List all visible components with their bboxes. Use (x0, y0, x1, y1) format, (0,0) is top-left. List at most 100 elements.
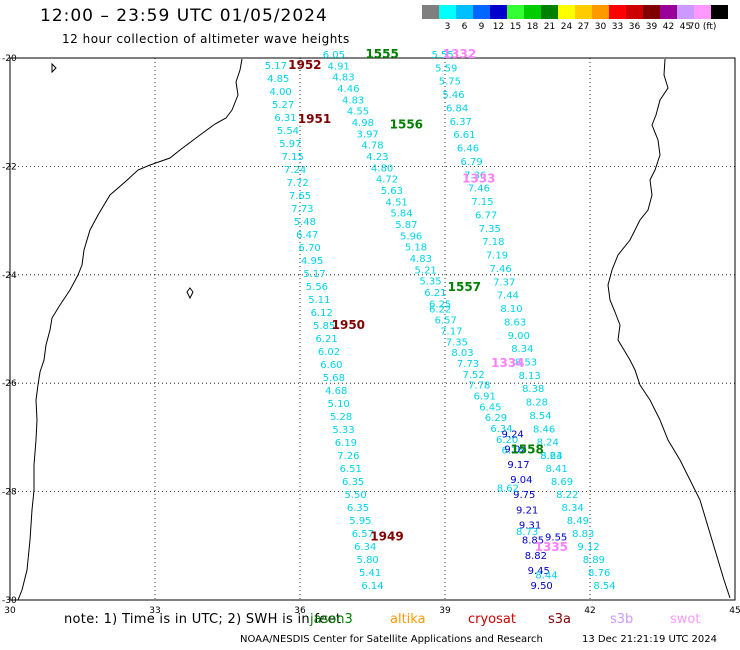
swh-value: 6.45 (479, 402, 501, 413)
swh-value: 6.34 (354, 542, 376, 553)
swh-value: 8.10 (500, 304, 522, 315)
swh-value: 7.26 (337, 451, 359, 462)
swh-value: 6.22 (429, 305, 451, 316)
swh-value: 9.45 (528, 566, 550, 577)
swh-value: 9.31 (519, 520, 541, 531)
color-bin-label: 36 (628, 22, 641, 32)
lon-tick-label: 45 (729, 606, 740, 616)
swh-value: 8.63 (504, 317, 526, 328)
color-bin-label: 39 (645, 22, 658, 32)
swh-value: 8.64 (540, 451, 562, 462)
coastline-africa (17, 58, 243, 601)
swh-value: 4.46 (337, 84, 359, 95)
color-bin (711, 5, 728, 32)
swh-value: 5.84 (390, 209, 412, 220)
swh-value: 4.91 (328, 61, 350, 72)
swh-value: 6.46 (457, 144, 479, 155)
satellite-legend-item: altika (390, 612, 426, 627)
color-swatch (660, 5, 677, 19)
swh-value: 4.83 (410, 254, 432, 265)
swh-value: 6.35 (342, 477, 364, 488)
swh-track: 8.64 8.41 8.69 8.22 8.34 8.49 8.83 9.12 8.89 8.76… (540, 451, 615, 592)
lon-tick-label: 39 (439, 606, 451, 616)
swh-value: 9.75 (513, 490, 535, 501)
swh-value: 7.35 (479, 224, 501, 235)
swh-value: 7.24 (284, 165, 306, 176)
swh-value: 5.46 (442, 90, 464, 101)
swh-track: 6.054.914.834.464.834.554.983.974.784.23… (323, 50, 452, 310)
swh-value: 6.29 (485, 413, 507, 424)
color-swatch (643, 5, 660, 19)
color-bin-label: 33 (611, 22, 624, 32)
lon-tick-label: 33 (149, 606, 160, 616)
timestamp-text: 13 Dec 21:21:19 UTC 2024 (582, 634, 717, 645)
swh-value: 8.53 (515, 357, 537, 368)
swh-value: 4.95 (301, 256, 323, 267)
swh-value: 5.11 (308, 295, 330, 306)
swh-value: 8.28 (526, 398, 548, 409)
swh-value: 4.85 (267, 74, 289, 85)
swh-value: 4.51 (386, 197, 408, 208)
color-scale-legend: 3 6 9 12 15 18 21 24 27 30 33 36 39 42 45 70 (ft) (422, 5, 728, 32)
swh-value: 7.17 (440, 326, 462, 337)
swh-value: 8.73 (516, 527, 538, 538)
swh-value: 7.36 (464, 170, 486, 181)
color-swatch (422, 5, 439, 19)
color-swatch (626, 5, 643, 19)
color-swatch (541, 5, 558, 19)
color-bin: 12 (490, 5, 507, 32)
swh-value: 8.62 (497, 484, 519, 495)
map-grid (9, 57, 736, 601)
swh-value: 8.69 (551, 477, 573, 488)
swh-value: 6.34 (490, 424, 512, 435)
swh-value: 7.46 (468, 184, 490, 195)
lat-tick-label: -26 (2, 379, 17, 389)
swh-value: 7.44 (497, 291, 519, 302)
color-swatch (575, 5, 592, 19)
color-bin-label: 30 (594, 22, 607, 32)
swh-value: 9.50 (531, 581, 553, 592)
color-swatch (558, 5, 575, 19)
swh-value: 7.35 (446, 337, 468, 348)
swh-value: 6.14 (361, 581, 383, 592)
swh-value: 7.19 (486, 251, 508, 262)
color-bin-label: 70 (ft) (688, 22, 717, 32)
coastline-madagascar (607, 58, 731, 599)
color-swatch (592, 5, 609, 19)
swh-value: 8.83 (572, 529, 594, 540)
footer-note: note: 1) Time is in UTC; 2) SWH is in fe… (64, 612, 342, 627)
color-bin: 3 (439, 5, 456, 32)
satellite-legend-item: jason3 (310, 612, 353, 627)
credit-text: NOAA/NESDIS Center for Satellite Applica… (240, 634, 543, 645)
pass-number-label: 1556 (390, 117, 423, 131)
color-bin: 9 (473, 5, 490, 32)
satellite-legend-item: s3b (610, 612, 634, 627)
swh-value: 5.95 (349, 516, 371, 527)
color-bin-label: 18 (526, 22, 539, 32)
swh-value: 8.41 (546, 464, 568, 475)
swh-value: 6.21 (424, 288, 446, 299)
swh-value: 5.35 (419, 277, 441, 288)
pass-number-label: 1558 (510, 443, 543, 457)
color-bin-label: 27 (577, 22, 590, 32)
swh-value: 5.10 (328, 399, 350, 410)
color-bin: 27 (575, 5, 592, 32)
swh-track: 5.55 5.59 5.75 5.46 6.84 6.37 6.61 6.46 6.79 7.36… (431, 50, 562, 462)
swh-value: 5.48 (294, 217, 316, 228)
lon-tick-label: 42 (584, 606, 595, 616)
swh-value: 7.52 (462, 370, 484, 381)
lat-tick-label: -20 (2, 54, 17, 64)
swh-value: 4.55 (347, 107, 369, 118)
color-bin: 36 (626, 5, 643, 32)
swh-value: 5.17 (265, 61, 287, 72)
satellite-legend-item: s3a (548, 612, 572, 627)
pass-number-label: 1950 (332, 318, 365, 332)
swh-value: 6.05 (323, 50, 345, 61)
pass-number-label: 1952 (288, 58, 321, 72)
swh-value: 6.61 (453, 130, 475, 141)
map-frame (9, 57, 736, 601)
swh-value: 5.87 (395, 220, 417, 231)
swh-value: 7.15 (471, 197, 493, 208)
swh-value: 5.27 (272, 100, 294, 111)
